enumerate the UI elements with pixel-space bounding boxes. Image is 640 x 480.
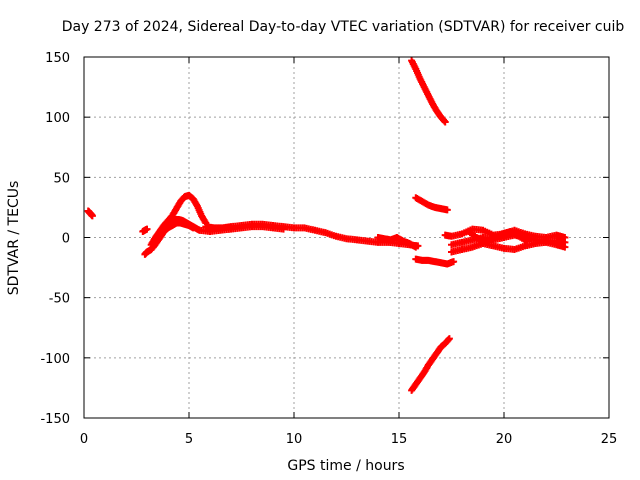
x-tick-label: 15 (391, 432, 408, 447)
x-tick-label: 10 (286, 432, 303, 447)
series-late-wave (464, 227, 531, 245)
series-lower-mid (412, 255, 458, 268)
series-late-low (448, 238, 569, 256)
series-early-short (84, 207, 96, 220)
series-lower-steep (408, 335, 453, 394)
series-mid-arc (149, 215, 203, 251)
x-axis-label: GPS time / hours (287, 458, 404, 474)
data-point (445, 335, 453, 343)
series-upper-mid (412, 194, 451, 214)
y-tick-label: 150 (45, 51, 70, 66)
data-point (450, 258, 458, 266)
y-tick-label: -150 (40, 412, 70, 427)
series-main-band-b (196, 223, 287, 235)
x-tick-label: 25 (601, 432, 618, 447)
y-tick-label: 0 (62, 232, 70, 247)
series-upper-steep (408, 57, 449, 126)
y-tick-label: -100 (40, 352, 70, 367)
plot-frame (83, 56, 610, 419)
data-point (523, 237, 531, 245)
axes: 0 5 10 15 20 25 -150 -100 -50 0 50 100 150 (40, 51, 617, 447)
chart-title: Day 273 of 2024, Sidereal Day-to-day VTE… (62, 19, 625, 35)
series-initial-pt (139, 225, 151, 235)
y-tick-label: -50 (49, 292, 70, 307)
x-tick-label: 0 (80, 432, 88, 447)
data-points (84, 57, 569, 394)
data-point (280, 225, 287, 233)
series-main-band (202, 220, 422, 250)
x-tick-label: 20 (496, 432, 513, 447)
data-point (561, 243, 569, 251)
data-point (443, 206, 451, 214)
series-main-band-c (374, 234, 420, 251)
data-point (412, 243, 420, 251)
data-point (88, 212, 96, 220)
y-tick-label: 100 (45, 111, 70, 126)
data-point (441, 118, 449, 126)
y-tick-label: 50 (53, 171, 70, 186)
x-tick-label: 5 (185, 432, 193, 447)
series-peak-arc (147, 191, 210, 249)
data-point (143, 225, 151, 233)
y-axis-label: SDTVAR / TECUs (6, 181, 22, 296)
